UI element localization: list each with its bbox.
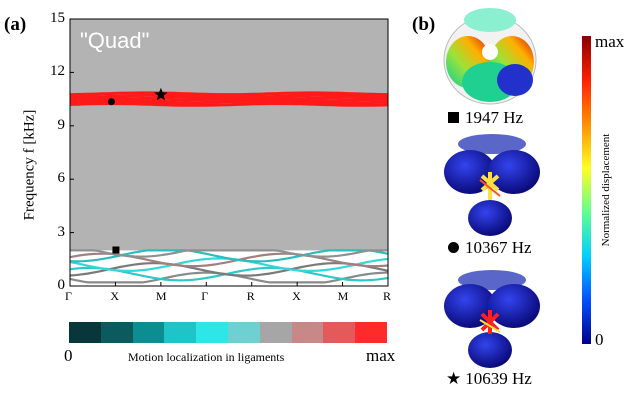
mode-3-caption: ★ 10639 Hz (446, 369, 532, 389)
colorbar-a-max: max (366, 346, 396, 365)
colorbar-b-caption: Normalized displacement (600, 133, 612, 247)
colorbar-a-min: 0 (64, 346, 73, 365)
panel-a-label: (a) (4, 14, 27, 35)
colorbar-a-segment (69, 322, 101, 343)
quad-annotation: "Quad" (80, 28, 150, 53)
mode-1-freq: 1947 Hz (465, 108, 524, 127)
square-marker (112, 246, 120, 254)
x-tick-label: R (383, 289, 392, 303)
mode-shape-3-image (444, 270, 540, 368)
panel-b-label: (b) (412, 14, 436, 35)
square-icon (448, 112, 459, 123)
localization-colorbar (69, 322, 387, 343)
colorbar-a-segment (291, 322, 324, 343)
mode-1-caption: 1947 Hz (448, 108, 523, 128)
colorbar-a-segment (164, 322, 197, 343)
y-tick-label: 15 (50, 10, 65, 26)
mode-2-freq: 10367 Hz (465, 238, 532, 257)
colorbar-a-segment (355, 322, 387, 343)
colorbar-b-min: 0 (595, 330, 604, 349)
x-tick-label: M (155, 289, 167, 303)
y-tick-label: 12 (50, 63, 65, 80)
y-tick-label: 6 (57, 170, 66, 187)
plot-frame (69, 18, 389, 287)
colorbar-a-caption: Motion localization in ligaments (128, 350, 285, 364)
colorbar-a-segment (196, 322, 228, 343)
x-tick-label: X (110, 289, 120, 303)
displacement-colorbar (582, 36, 591, 344)
y-tick-label: 0 (57, 277, 66, 293)
x-tick-label: Γ (201, 289, 209, 303)
star-icon: ★ (446, 369, 462, 388)
circle-icon (448, 242, 459, 253)
high-band-line (69, 93, 389, 99)
mode-shape-1-image (443, 8, 537, 105)
circle-marker (107, 98, 115, 106)
colorbar-a-segment (100, 322, 133, 343)
high-band-line (69, 97, 389, 103)
x-tick-label: R (246, 289, 255, 303)
colorbar-b-title: Normalized displacement (596, 100, 616, 280)
star-marker (154, 87, 168, 101)
mode-shape-2-image (444, 134, 540, 236)
colorbar-a-segment (132, 322, 165, 343)
low-band-line (69, 262, 389, 277)
x-tick-label: M (337, 289, 349, 303)
mode-shapes (443, 8, 540, 368)
colorbar-a-segment (323, 322, 356, 343)
colorbar-b-max: max (595, 32, 625, 51)
low-band-line (70, 249, 388, 258)
plot-area (70, 19, 388, 286)
y-tick-label: 3 (57, 223, 66, 240)
high-band-line (69, 91, 389, 97)
x-tick-label: Γ (65, 289, 72, 303)
colorbar-a-segment (259, 322, 292, 343)
mode-2-caption: 10367 Hz (448, 238, 532, 258)
colorbar-a-segment (227, 322, 260, 343)
x-tick-label: X (292, 289, 301, 303)
mode-3-freq: 10639 Hz (465, 369, 532, 388)
y-tick-label: 9 (57, 116, 66, 133)
